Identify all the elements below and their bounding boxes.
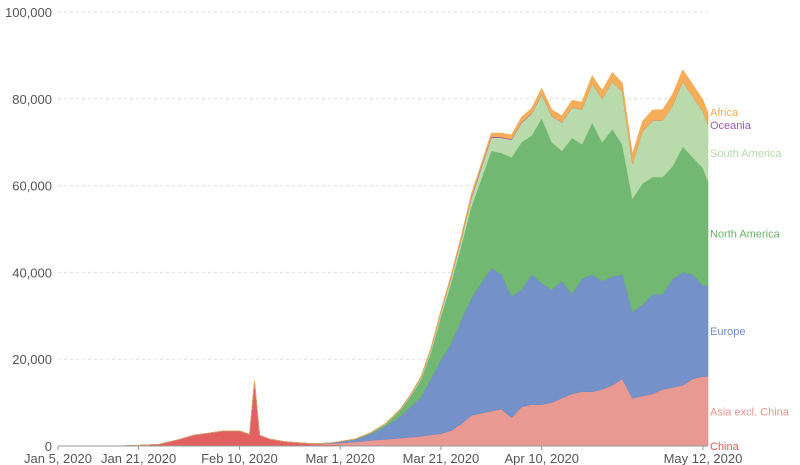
- area-series: [58, 69, 709, 447]
- x-tick-label: Apr 10, 2020: [504, 451, 578, 465]
- y-tick-label: 40,000: [12, 265, 52, 280]
- y-tick-label: 0: [45, 439, 52, 454]
- x-tick-label: May 12, 2020: [664, 451, 743, 465]
- y-tick-label: 20,000: [12, 352, 52, 367]
- x-tick-label: Feb 10, 2020: [201, 451, 278, 465]
- y-tick-label: 100,000: [5, 5, 52, 20]
- area-africa: [58, 69, 709, 447]
- y-tick-label: 60,000: [12, 179, 52, 194]
- series-label-south-america: South America: [710, 148, 782, 160]
- axes: 0 20,000 40,000 60,000 80,000 100,000 Jan 5, 2…: [5, 5, 742, 465]
- series-label-china: China: [710, 441, 740, 453]
- series-label-oceania: Oceania: [710, 120, 752, 132]
- series-label-north-america: North America: [710, 228, 781, 240]
- x-tick-label: Jan 5, 2020: [24, 451, 92, 465]
- x-tick-label: Jan 21, 2020: [101, 451, 176, 465]
- x-tick-label: Mar 1, 2020: [305, 451, 374, 465]
- series-label-africa: Africa: [710, 107, 739, 119]
- series-label-asia-excl-china: Asia excl. China: [710, 406, 790, 418]
- y-tick-label: 80,000: [12, 92, 52, 107]
- series-labels: China Asia excl. China Europe North America…: [710, 107, 790, 453]
- series-label-europe: Europe: [710, 326, 745, 338]
- x-tick-label: Mar 21, 2020: [403, 451, 480, 465]
